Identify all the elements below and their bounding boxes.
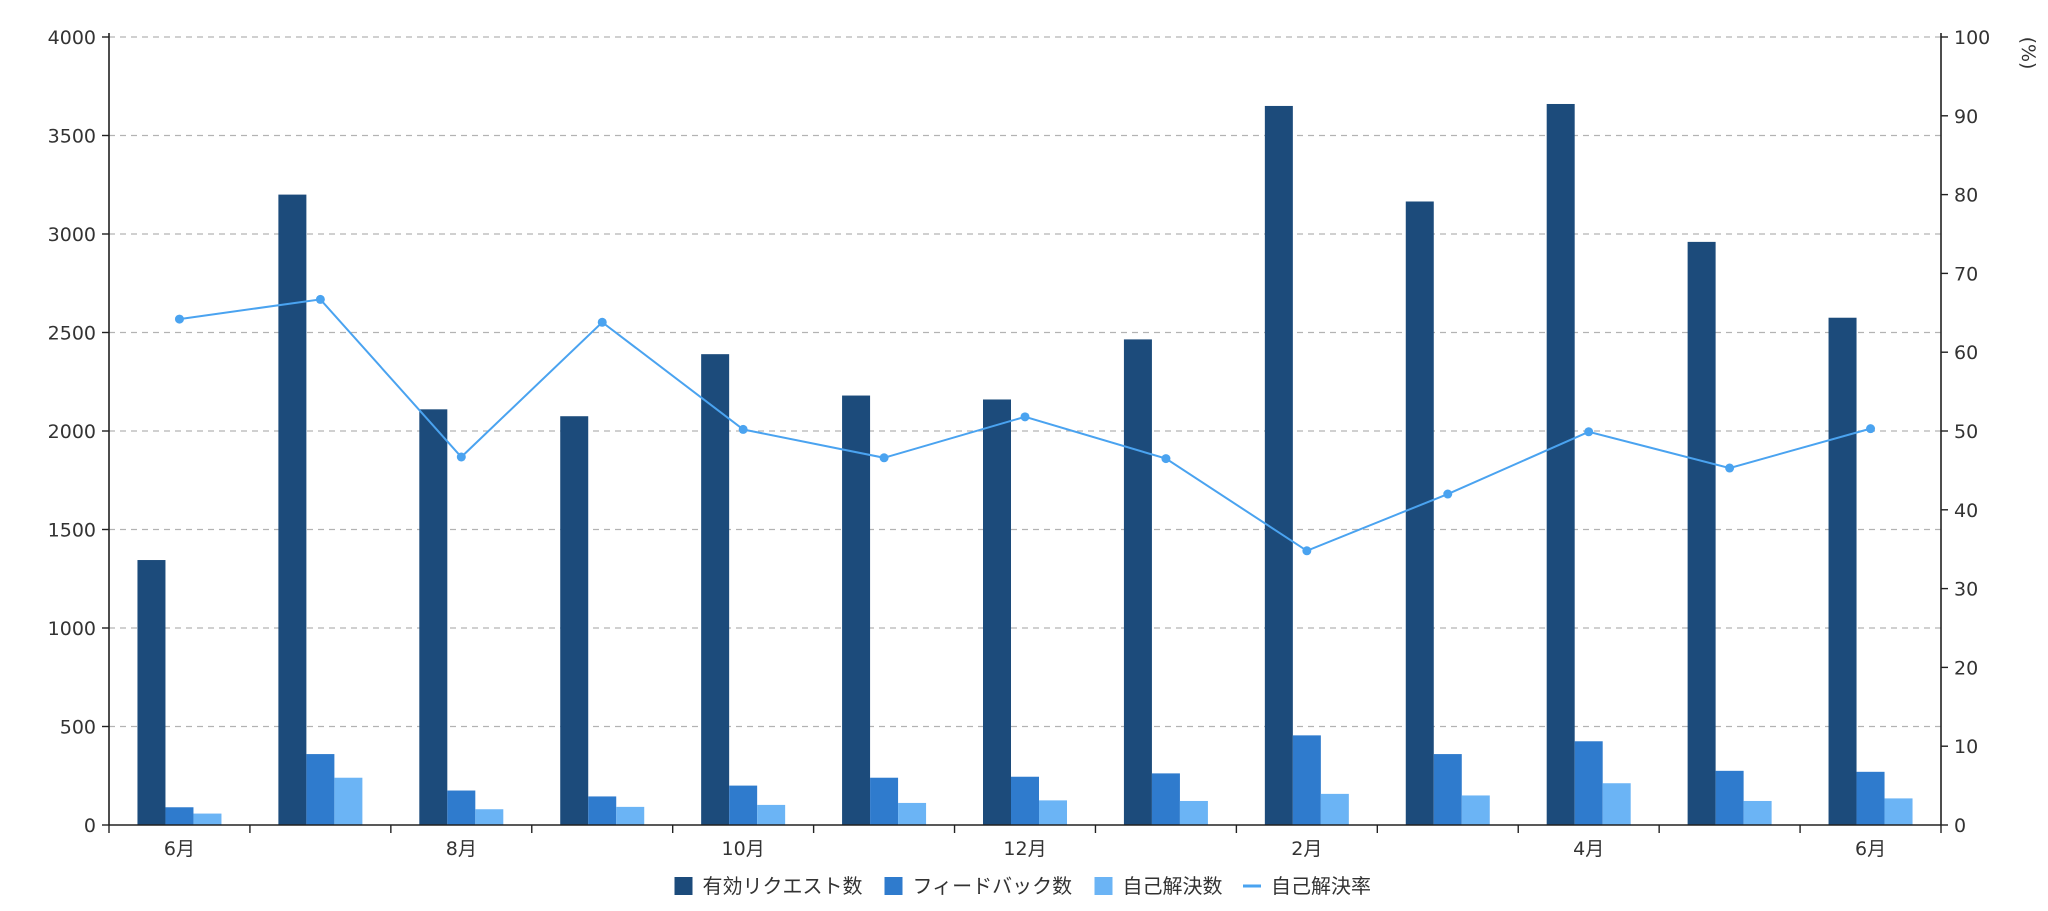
x-tick-label: 6月 — [164, 838, 195, 860]
bar-1-9 — [1264, 105, 1293, 825]
right-tick-label: 10 — [1954, 736, 1978, 758]
bar-2-8 — [1151, 773, 1180, 825]
bar-2-5 — [729, 785, 758, 825]
rate-point-9 — [1302, 546, 1312, 556]
bar-1-4 — [560, 416, 589, 825]
x-tick-label: 10月 — [722, 838, 765, 860]
bar-3-9 — [1320, 793, 1349, 825]
right-axis-unit-label: (%) — [2017, 37, 2039, 70]
left-tick-label: 2000 — [48, 421, 96, 443]
bar-1-3 — [419, 409, 448, 825]
bars — [137, 103, 1913, 826]
bar-2-7 — [1011, 776, 1039, 825]
bar-3-1 — [193, 813, 222, 825]
bar-1-7 — [983, 399, 1011, 825]
rate-point-3 — [456, 452, 466, 462]
bar-3-8 — [1179, 800, 1208, 825]
bar-3-3 — [475, 809, 504, 825]
left-tick-label: 4000 — [48, 27, 96, 49]
bar-3-4 — [616, 806, 645, 825]
bar-3-2 — [334, 777, 363, 825]
axes: 0 500 1000 1500 2000 2500 3000 3500 4000 0 10 20 30 4… — [48, 27, 1991, 860]
left-tick-label: 500 — [60, 717, 96, 739]
bar-2-11 — [1574, 741, 1603, 825]
rate-point-13 — [1866, 424, 1876, 434]
right-tick-label: 0 — [1954, 815, 1966, 837]
bar-3-5 — [757, 804, 786, 825]
rate-point-11 — [1584, 427, 1594, 437]
left-tick-label: 3500 — [48, 126, 96, 148]
legend-swatch-1 — [674, 877, 693, 895]
bar-2-1 — [165, 807, 194, 825]
bar-2-2 — [306, 754, 335, 825]
bar-1-5 — [701, 354, 730, 825]
legend-swatch-2 — [884, 877, 903, 895]
right-tick-label: 40 — [1954, 500, 1978, 522]
bar-1-2 — [278, 194, 307, 826]
legend-swatch-3 — [1094, 877, 1113, 895]
right-tick-label: 70 — [1954, 263, 1978, 285]
bar-2-10 — [1433, 754, 1462, 825]
gridlines — [109, 36, 1941, 728]
left-tick-label: 0 — [84, 815, 96, 837]
bar-1-11 — [1546, 103, 1575, 826]
left-tick-label: 3000 — [48, 224, 96, 246]
x-tick-label: 2月 — [1291, 838, 1322, 860]
legend-label-1: 有効リクエスト数 — [703, 874, 863, 898]
left-tick-label: 1000 — [48, 618, 96, 640]
rate-point-7 — [1020, 412, 1030, 422]
bar-1-12 — [1687, 241, 1716, 825]
bar-3-13 — [1884, 798, 1913, 825]
rate-point-2 — [315, 294, 325, 304]
bar-3-11 — [1602, 783, 1631, 825]
bar-1-10 — [1405, 201, 1434, 825]
rate-point-10 — [1443, 489, 1453, 499]
left-tick-label: 1500 — [48, 520, 96, 542]
bar-2-13 — [1856, 771, 1885, 825]
right-tick-label: 80 — [1954, 185, 1978, 207]
right-tick-label: 100 — [1954, 27, 1990, 49]
bar-3-7 — [1039, 800, 1067, 825]
bar-1-13 — [1828, 317, 1857, 825]
bar-2-9 — [1292, 735, 1321, 825]
bar-3-12 — [1743, 800, 1772, 825]
bar-2-6 — [870, 777, 899, 825]
bar-3-6 — [898, 802, 927, 825]
x-tick-label: 6月 — [1855, 838, 1886, 860]
legend-label-3: 自己解決数 — [1123, 874, 1223, 898]
rate-point-6 — [879, 453, 889, 463]
rate-line — [174, 294, 1876, 556]
x-tick-label: 8月 — [446, 838, 477, 860]
rate-point-5 — [738, 424, 748, 434]
right-tick-label: 20 — [1954, 657, 1978, 679]
bar-1-8 — [1123, 339, 1152, 825]
rate-point-8 — [1161, 454, 1171, 464]
legend-label-2: フィードバック数 — [913, 874, 1073, 898]
left-tick-label: 2500 — [48, 323, 96, 345]
x-tick-label: 12月 — [1003, 838, 1046, 860]
right-tick-label: 50 — [1954, 421, 1978, 443]
rate-point-1 — [174, 314, 184, 324]
bar-3-10 — [1461, 795, 1490, 825]
bar-1-6 — [842, 395, 871, 825]
x-tick-label: 4月 — [1573, 838, 1604, 860]
bar-2-12 — [1715, 770, 1744, 825]
legend: 有効リクエスト数 フィードバック数 自己解決数 自己解決率 — [674, 874, 1371, 898]
legend-label-4: 自己解決率 — [1271, 874, 1371, 898]
rate-point-12 — [1725, 463, 1735, 473]
rate-point-4 — [597, 317, 607, 327]
right-tick-label: 60 — [1954, 342, 1978, 364]
bar-2-4 — [588, 796, 617, 825]
right-tick-label: 30 — [1954, 579, 1978, 601]
bar-1-1 — [137, 560, 166, 825]
right-tick-label: 90 — [1954, 106, 1978, 128]
bar-2-3 — [447, 790, 476, 825]
